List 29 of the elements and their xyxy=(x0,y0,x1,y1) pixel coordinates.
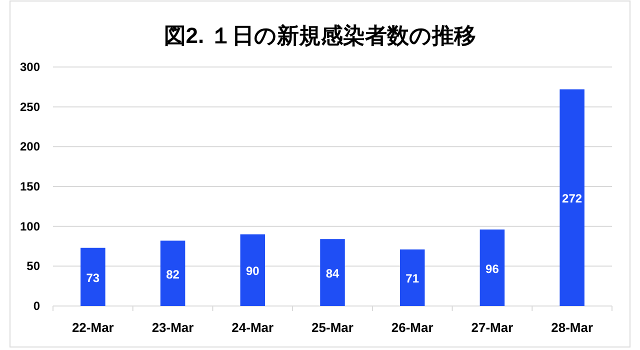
y-tick-label: 100 xyxy=(20,219,40,234)
y-tick-label: 50 xyxy=(26,259,40,274)
bar xyxy=(320,239,345,306)
bar xyxy=(240,234,266,306)
data-label: 71 xyxy=(406,272,420,286)
chart-title: 図2. １日の新規感染者数の推移 xyxy=(164,23,476,48)
x-tick-label: 25-Mar xyxy=(312,320,354,335)
data-label: 84 xyxy=(326,266,340,281)
bar xyxy=(480,230,505,306)
x-tick-label: 22-Mar xyxy=(72,320,114,335)
data-label: 272 xyxy=(562,192,582,206)
x-tick-label: 26-Mar xyxy=(391,320,434,335)
y-tick-label: 200 xyxy=(20,140,40,154)
y-tick-label: 150 xyxy=(20,180,40,194)
bar xyxy=(400,249,425,306)
x-tick-label: 24-Mar xyxy=(232,320,274,335)
data-label: 90 xyxy=(246,264,260,278)
x-tick-label: 23-Mar xyxy=(152,320,194,335)
data-label: 73 xyxy=(86,270,100,285)
bar xyxy=(80,248,106,306)
y-tick-label: 300 xyxy=(20,60,40,74)
x-tick-label: 28-Mar xyxy=(551,320,594,335)
data-label: 96 xyxy=(486,262,500,276)
y-tick-label: 250 xyxy=(20,100,40,114)
bar xyxy=(160,240,186,306)
bar xyxy=(560,89,584,306)
x-tick-label: 27-Mar xyxy=(471,320,514,335)
y-tick-label: 0 xyxy=(33,299,40,313)
data-label: 82 xyxy=(166,267,180,282)
